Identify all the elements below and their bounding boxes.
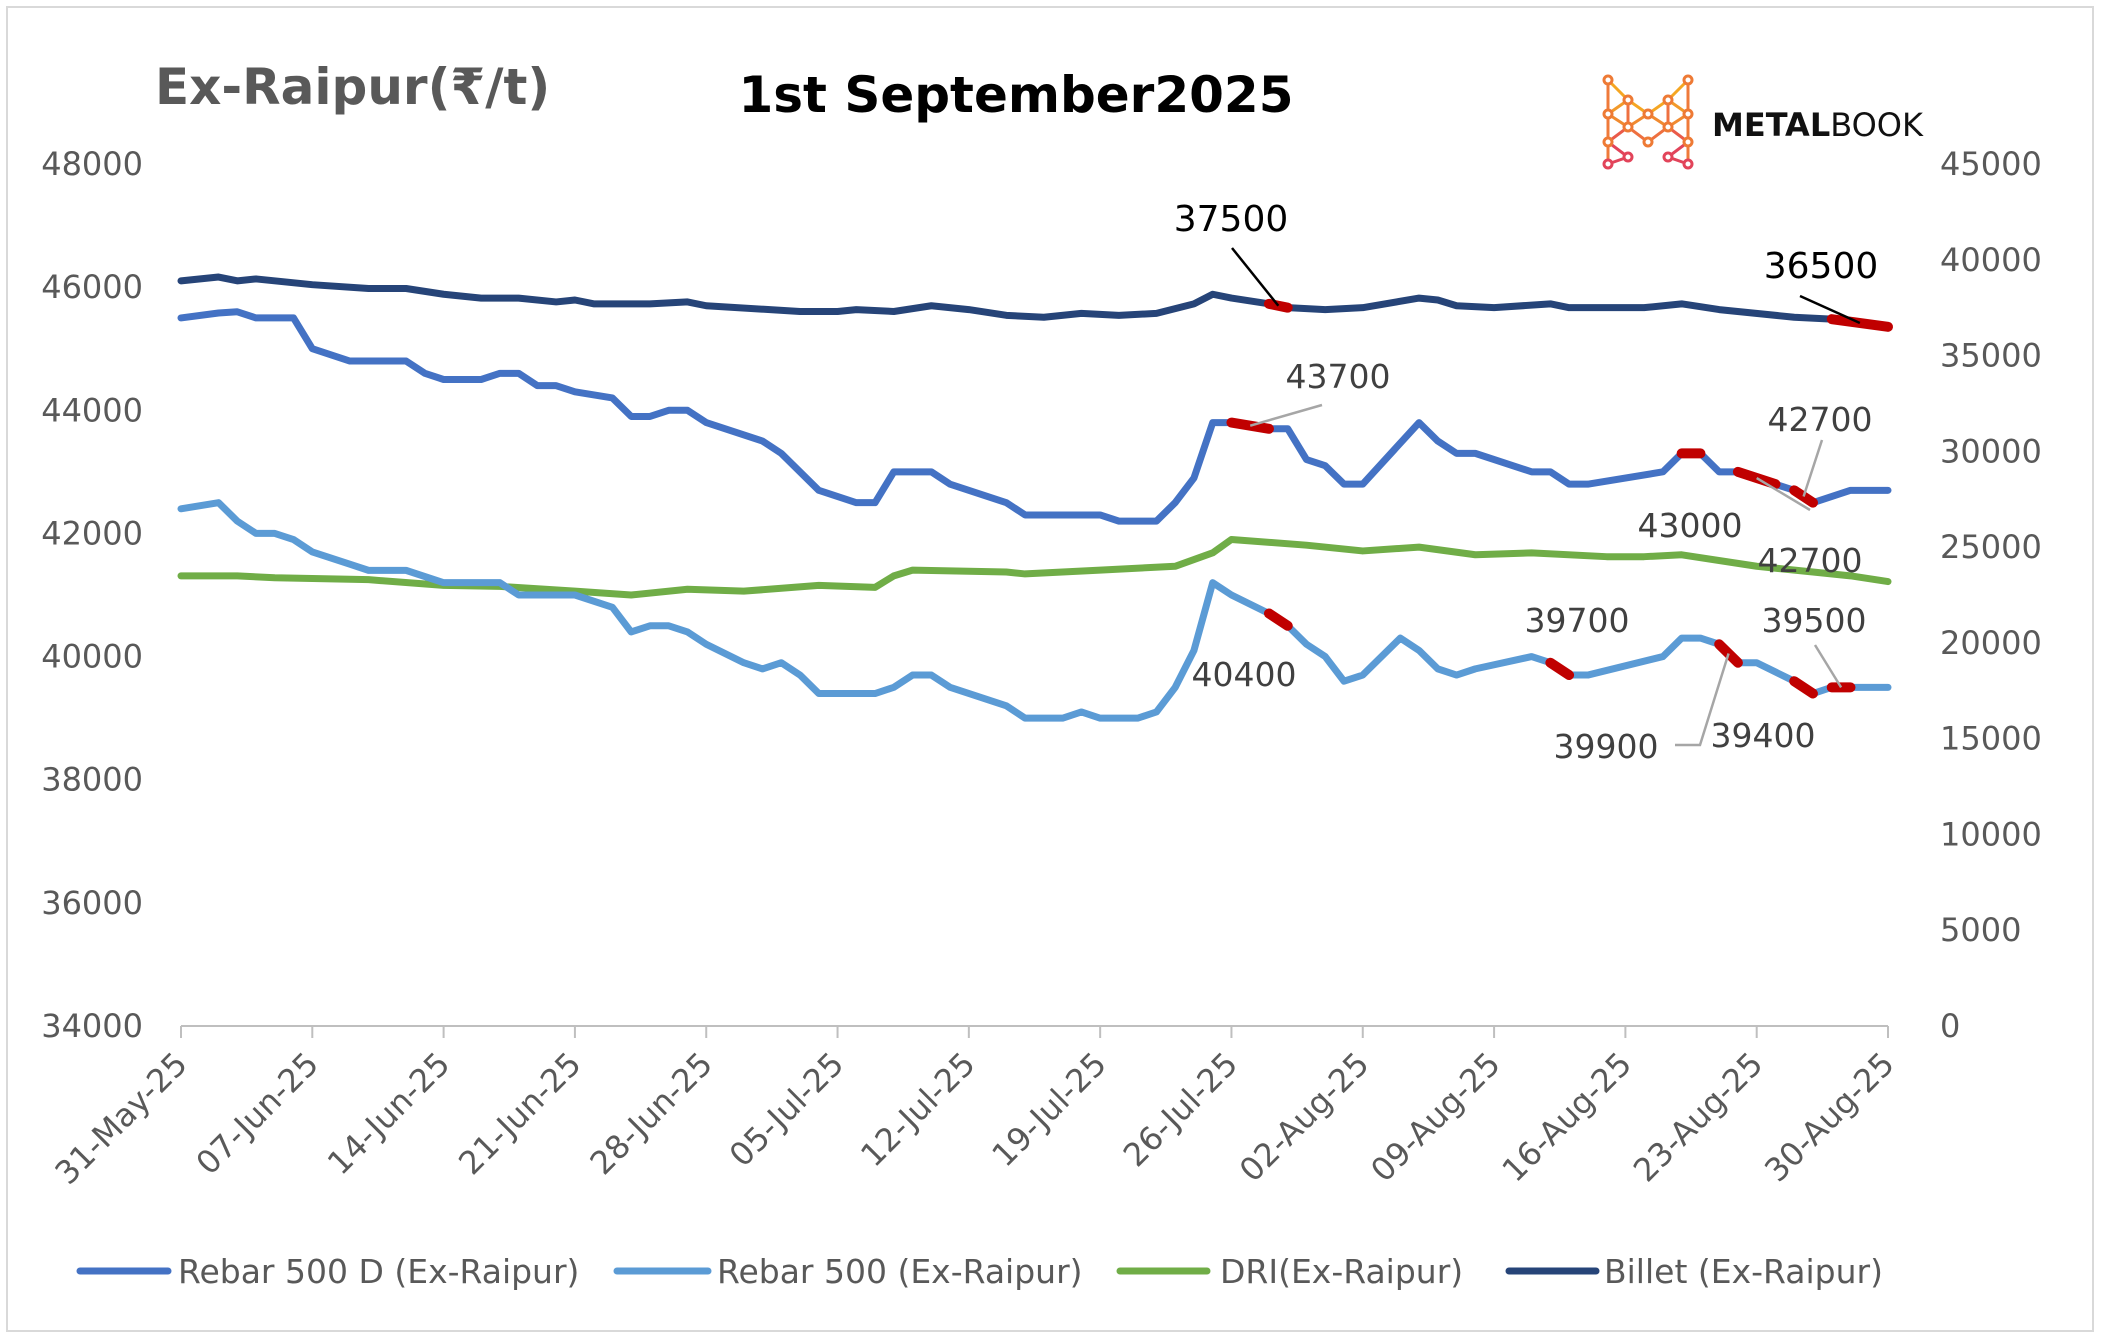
y-right-tick-label: 40000 bbox=[1940, 241, 2042, 279]
data-label: 39700 bbox=[1525, 601, 1630, 640]
leader-line bbox=[1231, 247, 1280, 307]
legend-item: DRI(Ex-Raipur) bbox=[1116, 1252, 1463, 1291]
chart-frame bbox=[6, 6, 2094, 1332]
x-tick-label: 05-Jul-25 bbox=[722, 1045, 851, 1174]
logo-text-book: BOOK bbox=[1830, 106, 1924, 144]
leader-line bbox=[1756, 476, 1811, 512]
y-left-tick-label: 34000 bbox=[41, 1007, 143, 1045]
series-line-3 bbox=[177, 273, 1892, 331]
logo-mark-icon bbox=[1602, 74, 1694, 170]
x-tick-label: 28-Jun-25 bbox=[582, 1045, 719, 1182]
legend-label: Rebar 500 D (Ex-Raipur) bbox=[178, 1252, 579, 1291]
leader-line bbox=[1675, 653, 1730, 747]
y-left-tick-label: 42000 bbox=[41, 514, 143, 552]
highlight-segment bbox=[1226, 417, 1274, 434]
data-label: 37500 bbox=[1174, 199, 1289, 240]
x-tick-label: 19-Jul-25 bbox=[984, 1045, 1113, 1174]
legend-item: Billet (Ex-Raipur) bbox=[1505, 1252, 1883, 1291]
y-right-tick-label: 25000 bbox=[1940, 528, 2042, 566]
y-left-tick-label: 38000 bbox=[41, 761, 143, 799]
highlight-segment bbox=[1545, 657, 1575, 681]
data-label: 43000 bbox=[1638, 506, 1743, 545]
data-label: 39900 bbox=[1554, 727, 1659, 766]
y-right-tick-label: 10000 bbox=[1940, 815, 2042, 853]
y-left-tick-label: 40000 bbox=[41, 638, 143, 676]
y-right-tick-label: 5000 bbox=[1940, 911, 2021, 949]
x-tick-label: 16-Aug-25 bbox=[1495, 1045, 1639, 1189]
x-tick-label: 12-Jul-25 bbox=[853, 1045, 982, 1174]
y-left-tick-label: 36000 bbox=[41, 884, 143, 922]
legend-item: Rebar 500 D (Ex-Raipur) bbox=[76, 1252, 579, 1291]
leader-line bbox=[1802, 439, 1824, 497]
chart-title: 1st September2025 bbox=[738, 66, 1293, 124]
data-label: 36500 bbox=[1764, 246, 1879, 287]
x-tick-label: 21-Jun-25 bbox=[451, 1045, 588, 1182]
y-right-tick-label: 45000 bbox=[1940, 145, 2042, 183]
data-label: 43700 bbox=[1286, 357, 1391, 396]
y-right-tick-label: 15000 bbox=[1940, 720, 2042, 758]
data-label: 42700 bbox=[1768, 400, 1873, 439]
data-label: 39400 bbox=[1711, 716, 1816, 755]
x-tick-label: 09-Aug-25 bbox=[1363, 1045, 1507, 1189]
series-line-0 bbox=[177, 308, 1892, 525]
x-tick-label: 30-Aug-25 bbox=[1757, 1045, 1901, 1189]
y-left-tick-label: 46000 bbox=[41, 268, 143, 306]
legend-label: Billet (Ex-Raipur) bbox=[1604, 1252, 1883, 1291]
highlight-segment bbox=[1789, 676, 1818, 699]
y-right-tick-label: 30000 bbox=[1940, 432, 2042, 470]
x-tick-label: 07-Jun-25 bbox=[189, 1045, 326, 1182]
data-label: 40400 bbox=[1192, 655, 1297, 694]
x-tick-label: 26-Jul-25 bbox=[1116, 1045, 1245, 1174]
x-tick-label: 31-May-25 bbox=[47, 1045, 194, 1192]
y-axis-title: Ex-Raipur(₹/t) bbox=[155, 58, 550, 116]
metalbook-logo: METALBOOK bbox=[1602, 74, 1924, 170]
leader-line bbox=[1249, 403, 1323, 427]
series-line-2 bbox=[177, 535, 1892, 599]
leader-line bbox=[1799, 294, 1861, 325]
legend-item: Rebar 500 (Ex-Raipur) bbox=[613, 1252, 1083, 1291]
x-tick-label: 14-Jun-25 bbox=[320, 1045, 457, 1182]
y-left-tick-label: 48000 bbox=[41, 145, 143, 183]
y-left-tick-label: 44000 bbox=[41, 391, 143, 429]
series-line-1 bbox=[177, 499, 1892, 722]
highlight-segment bbox=[1263, 608, 1293, 631]
logo-text-metal: METAL bbox=[1712, 106, 1830, 144]
y-right-tick-label: 0 bbox=[1940, 1007, 1960, 1045]
svg-text:METALBOOK: METALBOOK bbox=[1712, 106, 1924, 144]
legend-label: Rebar 500 (Ex-Raipur) bbox=[717, 1252, 1083, 1291]
y-right-tick-label: 35000 bbox=[1940, 337, 2042, 375]
x-tick-label: 23-Aug-25 bbox=[1626, 1045, 1770, 1189]
x-tick-label: 02-Aug-25 bbox=[1232, 1045, 1376, 1189]
leader-line bbox=[1813, 644, 1843, 689]
y-right-tick-label: 20000 bbox=[1940, 624, 2042, 662]
legend-label: DRI(Ex-Raipur) bbox=[1220, 1252, 1463, 1291]
data-label: 39500 bbox=[1762, 601, 1867, 640]
data-label: 42700 bbox=[1758, 541, 1863, 580]
